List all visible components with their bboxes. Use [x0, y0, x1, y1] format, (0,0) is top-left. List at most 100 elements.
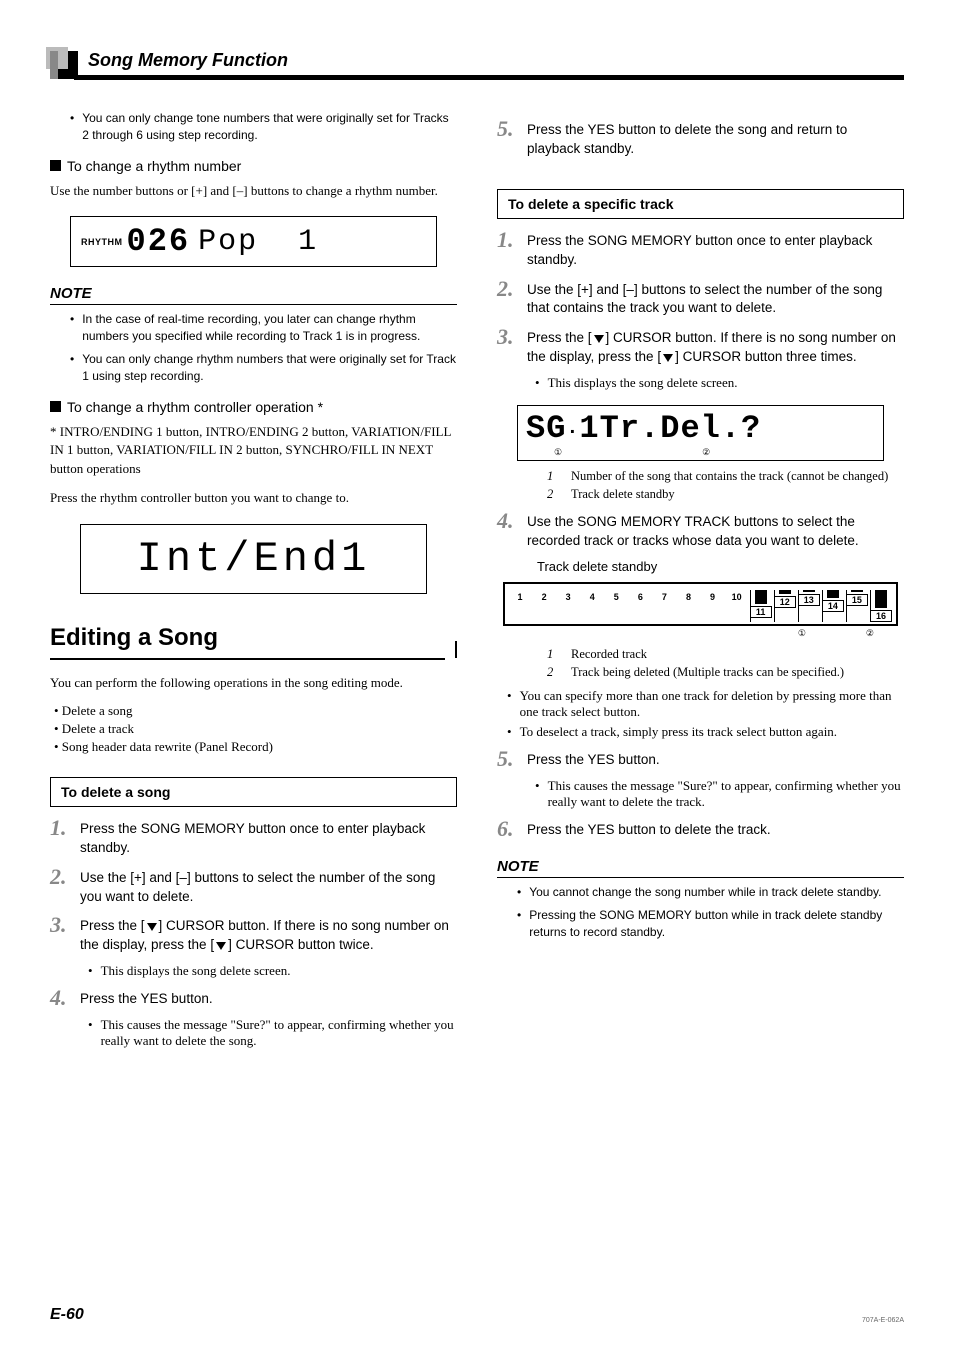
track-cell: 2 [533, 590, 555, 622]
step-text: Use the SONG MEMORY TRACK buttons to sel… [527, 510, 904, 551]
step-1: 1. Press the SONG MEMORY button once to … [497, 229, 904, 270]
standby-label: Track delete standby [537, 559, 904, 574]
step-text: Press the YES button. [80, 987, 213, 1009]
step-4: 4. Use the SONG MEMORY TRACK buttons to … [497, 510, 904, 551]
page-header: Song Memory Function [50, 50, 904, 80]
sub-heading-text: To change a rhythm controller operation … [67, 399, 323, 415]
right-column: 5. Press the YES button to delete the so… [497, 110, 904, 1049]
controller-lcd: Int/End1 [80, 524, 427, 594]
sub-heading-text: To change a rhythm number [67, 158, 241, 174]
step-text: Press the YES button to delete the song … [527, 118, 904, 159]
legend-text: Recorded track [571, 647, 647, 662]
note-bullet: • You can only change tone numbers that … [50, 110, 457, 144]
down-arrow-icon [216, 942, 226, 950]
track-cell: 11 [750, 590, 772, 622]
note-bullet: • In the case of real-time recording, yo… [50, 311, 457, 345]
step-sub-text: This displays the song delete screen. [101, 963, 291, 979]
step-sub: • This displays the song delete screen. [88, 963, 457, 979]
step-text: Use the [+] and [–] buttons to select th… [527, 278, 904, 319]
bullet-dot: • [517, 884, 521, 901]
edit-mode-list: • Delete a song• Delete a track• Song he… [54, 703, 457, 755]
step-number: 5. [497, 748, 527, 770]
callout-2: ② [702, 447, 710, 458]
legend-num: 2 [547, 487, 571, 502]
step-sub-text: This causes the message "Sure?" to appea… [548, 778, 904, 810]
doc-code: 707A-E-062A [862, 1317, 904, 1324]
track-callouts: ① ② [497, 628, 904, 639]
down-arrow-icon [594, 335, 604, 343]
legend-text: Track delete standby [571, 487, 675, 502]
track-cell: 16 [870, 590, 892, 622]
info-bullet: • To deselect a track, simply press its … [507, 724, 904, 740]
note-heading-text: NOTE [50, 285, 98, 302]
track-cell: 10 [726, 590, 748, 622]
note-heading: NOTE [497, 858, 904, 878]
track-delete-lcd: SG.1Tr.Del.? ① ② [517, 405, 884, 461]
step-text: Press the YES button. [527, 748, 660, 770]
step-number: 3. [50, 914, 80, 955]
step-5: 5. Press the YES button. [497, 748, 904, 770]
legend-row: 1 Number of the song that contains the t… [547, 469, 904, 484]
track-cell: 8 [677, 590, 699, 622]
step-number: 4. [50, 987, 80, 1009]
down-arrow-icon [147, 923, 157, 931]
step-1: 1. Press the SONG MEMORY button once to … [50, 817, 457, 858]
body-text: Press the rhythm controller button you w… [50, 489, 457, 508]
page-footer: E-60 707A-E-062A [50, 1306, 904, 1324]
bullet-dot: • [70, 311, 74, 345]
step-number: 1. [497, 229, 527, 270]
header-title: Song Memory Function [88, 50, 904, 71]
square-icon [50, 401, 61, 412]
rhythm-lcd: RHYTHM 026 Pop 1 [70, 216, 437, 267]
callout-1: ① [798, 628, 806, 639]
list-item: • Delete a song [54, 703, 457, 719]
lcd-callout-marks: ① ② [526, 447, 875, 458]
header-icon [50, 51, 78, 79]
step-number: 1. [50, 817, 80, 858]
note-text: Pressing the SONG MEMORY button while in… [529, 907, 904, 941]
callout-1: ① [554, 447, 562, 458]
track-cell: 5 [605, 590, 627, 622]
lcd-segment: 026 [127, 223, 191, 260]
note-bullet: • You cannot change the song number whil… [497, 884, 904, 901]
step-6: 6. Press the YES button to delete the tr… [497, 818, 904, 840]
track-cell: 15 [846, 590, 868, 622]
legend-num: 1 [547, 647, 571, 662]
square-icon [50, 160, 61, 171]
step-sub: • This causes the message "Sure?" to app… [88, 1017, 457, 1049]
track-cell: 3 [557, 590, 579, 622]
track-cell: 4 [581, 590, 603, 622]
track-cell: 13 [798, 590, 820, 622]
legend-text: Track being deleted (Multiple tracks can… [571, 665, 844, 680]
lcd-right: 1 [298, 225, 318, 259]
legend-text: Number of the song that contains the tra… [571, 469, 888, 484]
track-bars-display: 12345678910111213141516 [503, 582, 898, 626]
bullet-text: You can specify more than one track for … [520, 688, 904, 720]
note-bullet: • You can only change rhythm numbers tha… [50, 351, 457, 385]
step-4: 4. Press the YES button. [50, 987, 457, 1009]
step-sub-text: This displays the song delete screen. [548, 375, 738, 391]
step-sub: • This displays the song delete screen. [535, 375, 904, 391]
box-heading: To delete a song [50, 777, 457, 807]
lcd-text: SG.1Tr.Del.? [526, 410, 875, 447]
track-cell: 14 [822, 590, 844, 622]
bullet-dot: • [88, 963, 93, 979]
track-legend: 1 Recorded track 2 Track being deleted (… [547, 647, 904, 680]
note-text: You cannot change the song number while … [529, 884, 881, 901]
content-columns: • You can only change tone numbers that … [50, 110, 904, 1049]
step-number: 3. [497, 326, 527, 367]
list-item: • Delete a track [54, 721, 457, 737]
step-sub: • This causes the message "Sure?" to app… [535, 778, 904, 810]
legend-row: 2 Track being deleted (Multiple tracks c… [547, 665, 904, 680]
bullet-dot: • [507, 724, 512, 740]
step-text: Use the [+] and [–] buttons to select th… [80, 866, 457, 907]
step-number: 2. [497, 278, 527, 319]
step-number: 6. [497, 818, 527, 840]
bullet-dot: • [507, 688, 512, 720]
track-cell: 9 [702, 590, 724, 622]
lcd-legend: 1 Number of the song that contains the t… [547, 469, 904, 502]
lcd-text: Pop [198, 225, 258, 259]
note-bullet: • Pressing the SONG MEMORY button while … [497, 907, 904, 941]
lcd-label: RHYTHM [81, 237, 123, 247]
track-cell: 12 [774, 590, 796, 622]
